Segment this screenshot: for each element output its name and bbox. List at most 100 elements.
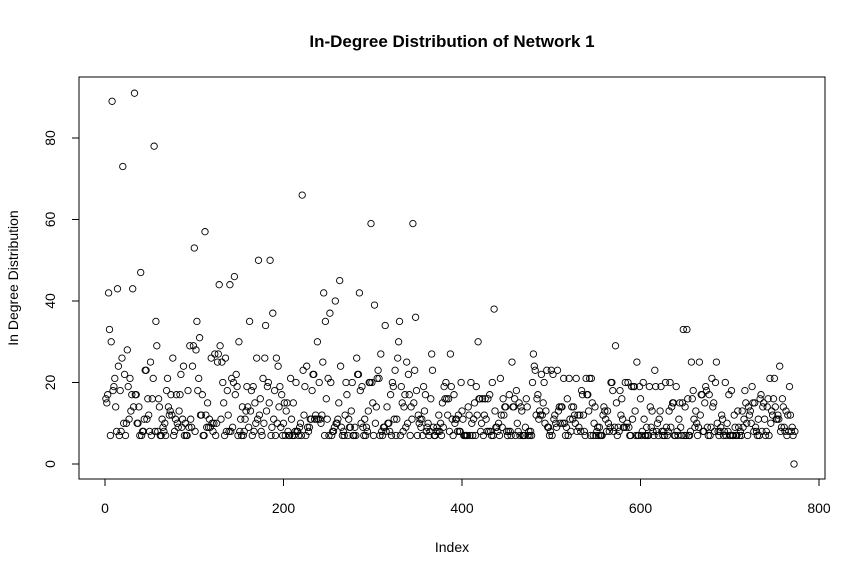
data-point [522, 395, 530, 403]
data-point [267, 431, 275, 440]
data-point [717, 423, 725, 431]
data-point [646, 403, 654, 411]
data-point [212, 419, 221, 427]
data-point [526, 431, 534, 440]
data-point [119, 162, 127, 171]
data-point [385, 419, 393, 427]
data-point [111, 374, 119, 383]
data-point [249, 382, 257, 391]
data-point [542, 407, 550, 415]
data-point [108, 97, 116, 105]
data-point [228, 374, 236, 383]
data-point [282, 407, 290, 415]
data-point [256, 395, 264, 403]
data-point [683, 325, 691, 334]
data-point [724, 427, 732, 436]
data-point [387, 431, 396, 440]
data-point [609, 386, 617, 395]
data-point [761, 431, 770, 440]
data-point [322, 395, 330, 403]
data-point [790, 460, 798, 468]
data-point [308, 386, 316, 395]
data-point [482, 415, 490, 423]
y-tick-label: 40 [42, 293, 58, 309]
data-point [701, 399, 709, 407]
data-point [443, 395, 451, 403]
data-point [587, 374, 596, 383]
data-point [735, 431, 744, 440]
data-point [107, 338, 115, 346]
data-point [581, 431, 589, 440]
data-point [214, 350, 222, 358]
data-point [294, 427, 302, 436]
data-point [173, 419, 181, 427]
data-point [427, 395, 435, 403]
data-point [743, 419, 751, 427]
data-point [410, 399, 418, 407]
data-point [418, 415, 426, 423]
data-point [254, 256, 263, 264]
data-point [411, 313, 420, 321]
data-point [140, 415, 148, 423]
data-point [586, 431, 595, 440]
data-point [766, 374, 774, 383]
data-point [116, 386, 124, 395]
data-point [584, 391, 592, 399]
data-point [304, 427, 313, 436]
y-tick-label: 20 [42, 375, 58, 391]
data-point [169, 354, 177, 362]
data-point [165, 411, 173, 419]
data-point [279, 419, 288, 427]
data-point [170, 431, 178, 440]
data-point [388, 378, 397, 387]
data-point [408, 415, 416, 423]
data-point [753, 431, 762, 440]
data-point [764, 395, 772, 403]
data-point [413, 431, 422, 440]
data-point [687, 358, 696, 366]
data-point [315, 378, 323, 387]
data-point [771, 403, 779, 411]
data-point [664, 427, 672, 436]
data-point [580, 427, 588, 436]
data-point [104, 391, 112, 399]
data-point [784, 411, 792, 419]
data-point [481, 395, 489, 403]
data-point [579, 411, 588, 419]
data-point [313, 338, 322, 346]
data-point [733, 431, 741, 440]
data-point [373, 374, 381, 383]
data-point [736, 427, 745, 436]
data-point [743, 431, 752, 440]
data-point [320, 431, 329, 440]
data-point [467, 378, 475, 387]
data-point [245, 423, 253, 431]
data-point [261, 354, 269, 362]
data-point [569, 415, 577, 423]
data-point [484, 395, 492, 403]
data-point [776, 427, 785, 436]
y-tick-label: 60 [42, 212, 58, 228]
data-point [397, 382, 405, 391]
data-point [353, 354, 361, 362]
plot-frame [78, 76, 826, 480]
data-point [549, 370, 557, 379]
data-point [406, 431, 414, 440]
data-point [512, 386, 521, 395]
data-point [693, 419, 701, 427]
data-point [688, 395, 696, 403]
data-point [210, 419, 218, 427]
data-point [712, 358, 721, 366]
data-point [134, 419, 142, 427]
data-point [666, 378, 674, 387]
data-point [257, 427, 265, 436]
data-point [194, 386, 202, 395]
data-point [711, 378, 720, 387]
data-point [271, 431, 280, 440]
data-point [511, 395, 519, 403]
data-point [403, 358, 411, 366]
data-point [113, 285, 122, 293]
data-point [770, 374, 779, 383]
data-point [269, 309, 277, 317]
data-point [617, 411, 625, 419]
